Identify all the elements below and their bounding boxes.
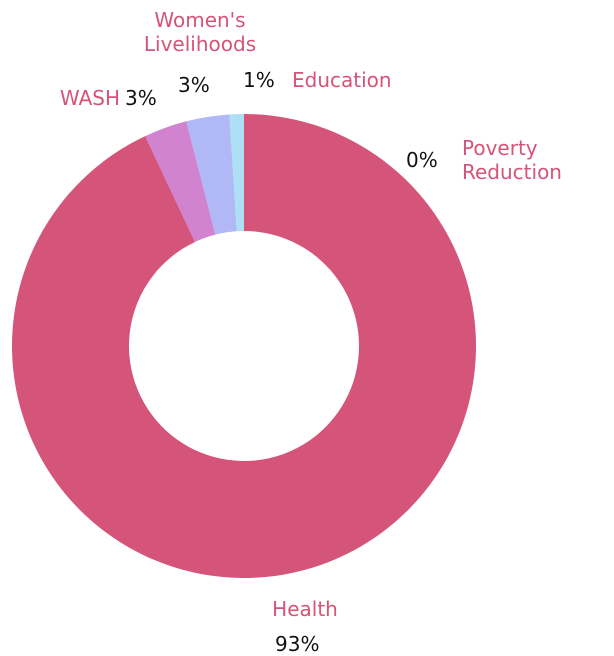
value-label: 3% xyxy=(178,73,210,97)
value-label: 0% xyxy=(406,148,438,172)
value-label: 93% xyxy=(275,632,320,656)
slice-name: WASH xyxy=(59,86,120,110)
value-label: 1% xyxy=(243,68,275,92)
slice-name: Health xyxy=(272,597,338,621)
donut-slice xyxy=(186,114,237,235)
slice-name: Poverty Reduction xyxy=(462,136,562,184)
value-label: 3% xyxy=(125,86,157,110)
donut-slice xyxy=(145,121,216,242)
slice-name: Women's Livelihoods xyxy=(143,8,257,56)
slice-name: Education xyxy=(292,68,392,92)
donut-slice xyxy=(229,114,244,232)
donut-slice xyxy=(11,114,476,578)
